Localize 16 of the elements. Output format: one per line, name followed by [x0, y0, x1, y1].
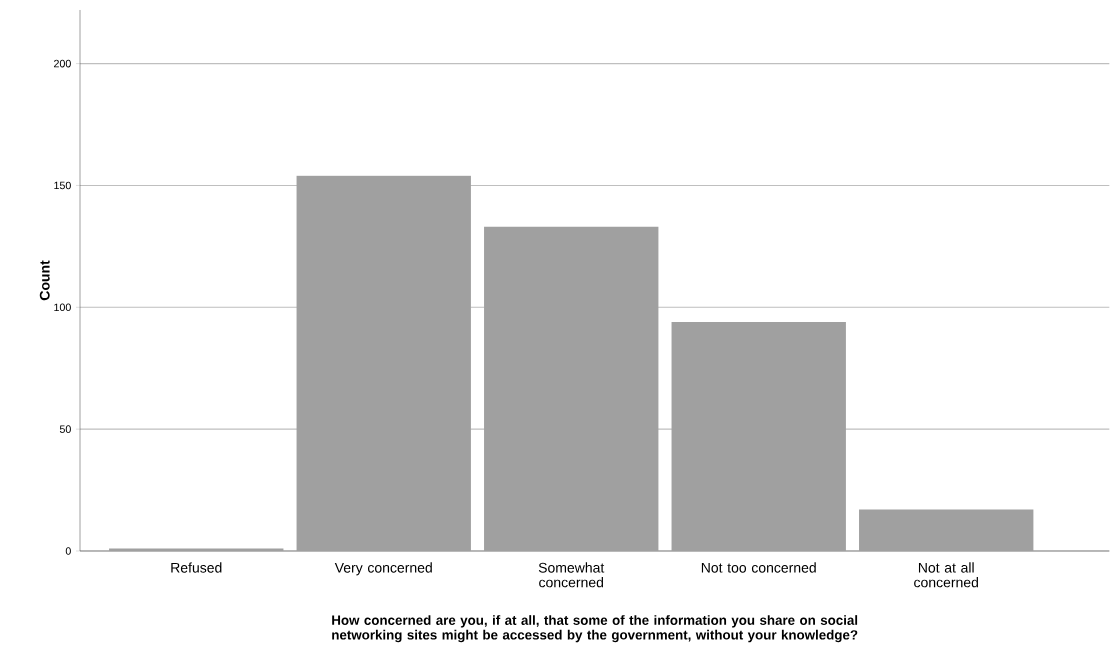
- y-tick-label: 0: [65, 547, 71, 555]
- y-tick-label: 200: [54, 59, 71, 68]
- x-tick-label: Somewhat concerned: [538, 562, 605, 588]
- bar: [671, 321, 846, 551]
- bar: [859, 509, 1034, 551]
- y-axis-title: Count: [39, 260, 50, 301]
- y-tick-label: 150: [54, 181, 71, 190]
- x-tick-label: Not at all concerned: [914, 562, 978, 588]
- bar: [296, 175, 471, 551]
- x-tick-label: Very concerned: [334, 562, 432, 576]
- bar: [484, 226, 659, 551]
- x-tick-label: Not too concerned: [701, 562, 816, 573]
- y-tick-label: 100: [54, 303, 71, 312]
- y-tick-label: 50: [59, 425, 71, 433]
- x-tick-label: Refused: [171, 562, 222, 573]
- x-axis-title: How concerned are you, if at all, that some of the information you share on social networking sites might be accessed by the government, without your knowledge?: [332, 615, 858, 643]
